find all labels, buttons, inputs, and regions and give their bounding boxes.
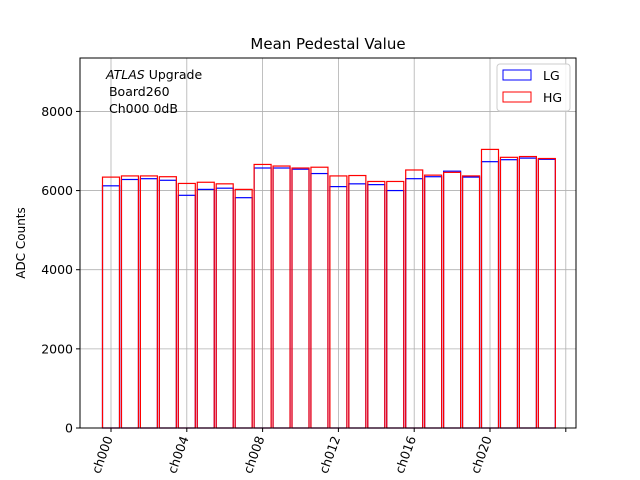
bar-lg: [499, 159, 519, 429]
bar-lg: [537, 158, 556, 429]
bar-lg: [196, 188, 215, 429]
bar-lg: [120, 178, 140, 429]
bar-hg: [120, 175, 140, 429]
bar-lg: [386, 189, 405, 429]
y-tick-label: 2000: [41, 341, 73, 356]
bar-hg: [139, 175, 158, 429]
x-tick-label: ch008: [240, 434, 267, 475]
legend-swatch-lg: [502, 69, 532, 81]
x-tick-label: ch012: [316, 434, 343, 475]
legend-label-hg: HG: [543, 90, 562, 105]
chart-title: Mean Pedestal Value: [250, 35, 405, 53]
x-tick-label: ch000: [89, 434, 116, 475]
bar-lg: [424, 176, 443, 429]
bar-hg: [386, 180, 405, 429]
bar-lg: [272, 167, 291, 429]
bar-hg: [310, 166, 329, 429]
axes-frame: [79, 57, 577, 429]
bar-lg: [367, 184, 386, 429]
bar-lg: [443, 170, 462, 429]
bar-lg: [139, 178, 158, 429]
x-tick-label: ch020: [468, 434, 495, 475]
annotation-line-3: Ch000 0dB: [105, 101, 178, 116]
bar-lg: [158, 179, 177, 429]
bar-hg: [443, 171, 462, 429]
annotation-line-2: Board260: [105, 84, 170, 99]
bar-lg: [518, 157, 538, 429]
bar-hg: [215, 183, 234, 429]
bar-lg: [461, 176, 481, 429]
bar-lg: [310, 172, 329, 429]
legend-swatch-hg: [502, 91, 532, 103]
bar-hg: [537, 157, 556, 429]
bar-hg: [424, 174, 443, 429]
bar-lg: [291, 168, 310, 429]
bar-hg: [158, 176, 177, 429]
legend: LG HG: [496, 63, 571, 112]
bar-hg: [499, 156, 519, 429]
bar-hg: [367, 180, 386, 429]
annotation-block: ATLAS Upgrade Board260 Ch000 0dB: [105, 67, 202, 116]
bar-hg: [234, 188, 253, 429]
y-tick-label: 0: [65, 421, 73, 436]
y-tick-label: 6000: [41, 183, 73, 198]
bar-hg: [291, 167, 310, 429]
bar-hg: [348, 174, 367, 429]
y-axis-label: ADC Counts: [14, 207, 28, 279]
bar-lg: [234, 197, 253, 429]
x-tick-label: ch004: [164, 434, 191, 475]
x-tick-label: ch016: [392, 434, 419, 475]
bar-hg: [461, 175, 481, 429]
y-tick-label: 4000: [41, 262, 73, 277]
annotation-line-1: ATLAS Upgrade: [105, 67, 202, 82]
bars-layer: [101, 148, 556, 429]
annotation-upgrade: Upgrade: [145, 67, 203, 82]
bar-lg: [348, 183, 367, 429]
y-tick-label: 8000: [41, 104, 73, 119]
bar-hg: [196, 181, 215, 429]
bar-hg: [518, 155, 538, 429]
bar-lg: [215, 187, 234, 429]
legend-label-lg: LG: [543, 68, 560, 83]
annotation-atlas: ATLAS: [105, 67, 145, 82]
legend-box: [496, 63, 571, 112]
bar-hg: [272, 165, 291, 429]
grid-layer: [80, 58, 576, 429]
